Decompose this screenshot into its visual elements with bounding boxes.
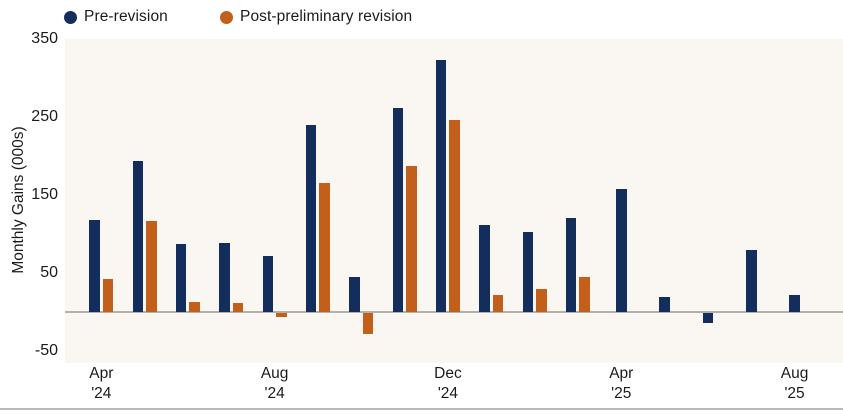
legend-label-pre-revision: Pre-revision bbox=[84, 8, 168, 25]
bar-pre-revision-apr-24 bbox=[89, 219, 100, 312]
bar-pre-revision-dec-24 bbox=[435, 60, 447, 312]
plot-area bbox=[65, 39, 843, 363]
bar-post-preliminary-revision-dec-24 bbox=[449, 120, 461, 312]
bar-pre-revision-feb-25 bbox=[522, 232, 534, 312]
post-revision-dot-icon bbox=[220, 10, 233, 24]
bar-post-preliminary-revision-may-24 bbox=[146, 220, 157, 312]
bar-post-preliminary-revision-sep-24 bbox=[319, 183, 331, 312]
bar-post-preliminary-revision-apr-24 bbox=[102, 278, 114, 312]
bar-post-preliminary-revision-oct-24 bbox=[362, 312, 374, 335]
bar-pre-revision-apr-25 bbox=[615, 188, 627, 312]
bar-pre-revision-jun-25 bbox=[702, 312, 714, 323]
legend-label-post-revision: Post-preliminary revision bbox=[240, 8, 413, 25]
bar-pre-revision-mar-25 bbox=[565, 218, 577, 312]
y-tick-350: 350 bbox=[31, 30, 58, 48]
bar-pre-revision-aug-24 bbox=[262, 256, 274, 312]
bar-pre-revision-jul-24 bbox=[219, 243, 230, 312]
bar-pre-revision-oct-24 bbox=[349, 277, 360, 312]
y-tick-50: 50 bbox=[40, 263, 58, 281]
x-tick-aug-25: Aug '25 bbox=[780, 365, 809, 402]
zero-baseline bbox=[65, 310, 843, 313]
x-tick-apr-25: Apr '25 bbox=[609, 365, 634, 402]
bar-post-preliminary-revision-nov-24 bbox=[406, 166, 417, 312]
bar-pre-revision-may-24 bbox=[132, 161, 144, 312]
bar-post-preliminary-revision-aug-24 bbox=[276, 312, 287, 317]
bar-pre-revision-aug-25 bbox=[789, 294, 800, 312]
bar-post-preliminary-revision-mar-25 bbox=[579, 276, 591, 312]
legend-item-post-revision: Post-preliminary revision bbox=[220, 8, 412, 26]
y-tick-150: 150 bbox=[31, 185, 58, 203]
bar-pre-revision-jan-25 bbox=[479, 225, 490, 312]
bar-post-preliminary-revision-jan-25 bbox=[492, 294, 504, 312]
bar-pre-revision-jul-25 bbox=[745, 250, 757, 312]
chart-bottom-rule bbox=[0, 408, 843, 410]
bar-pre-revision-sep-24 bbox=[305, 124, 317, 312]
pre-revision-dot-icon bbox=[64, 10, 77, 24]
legend-item-pre-revision: Pre-revision bbox=[64, 8, 168, 26]
bar-post-preliminary-revision-jun-24 bbox=[189, 302, 201, 312]
bar-post-preliminary-revision-feb-25 bbox=[536, 289, 547, 312]
y-tick-250: 250 bbox=[31, 107, 58, 125]
y-tick--50: -50 bbox=[34, 341, 58, 359]
bar-pre-revision-jun-24 bbox=[175, 243, 187, 312]
x-tick-aug-24: Aug '24 bbox=[260, 365, 289, 402]
bar-pre-revision-may-25 bbox=[659, 296, 670, 312]
x-tick-apr-24: Apr '24 bbox=[89, 365, 114, 402]
x-tick-dec-24: Dec '24 bbox=[434, 365, 462, 402]
bar-post-preliminary-revision-jul-24 bbox=[232, 303, 244, 312]
bar-pre-revision-nov-24 bbox=[392, 108, 404, 312]
